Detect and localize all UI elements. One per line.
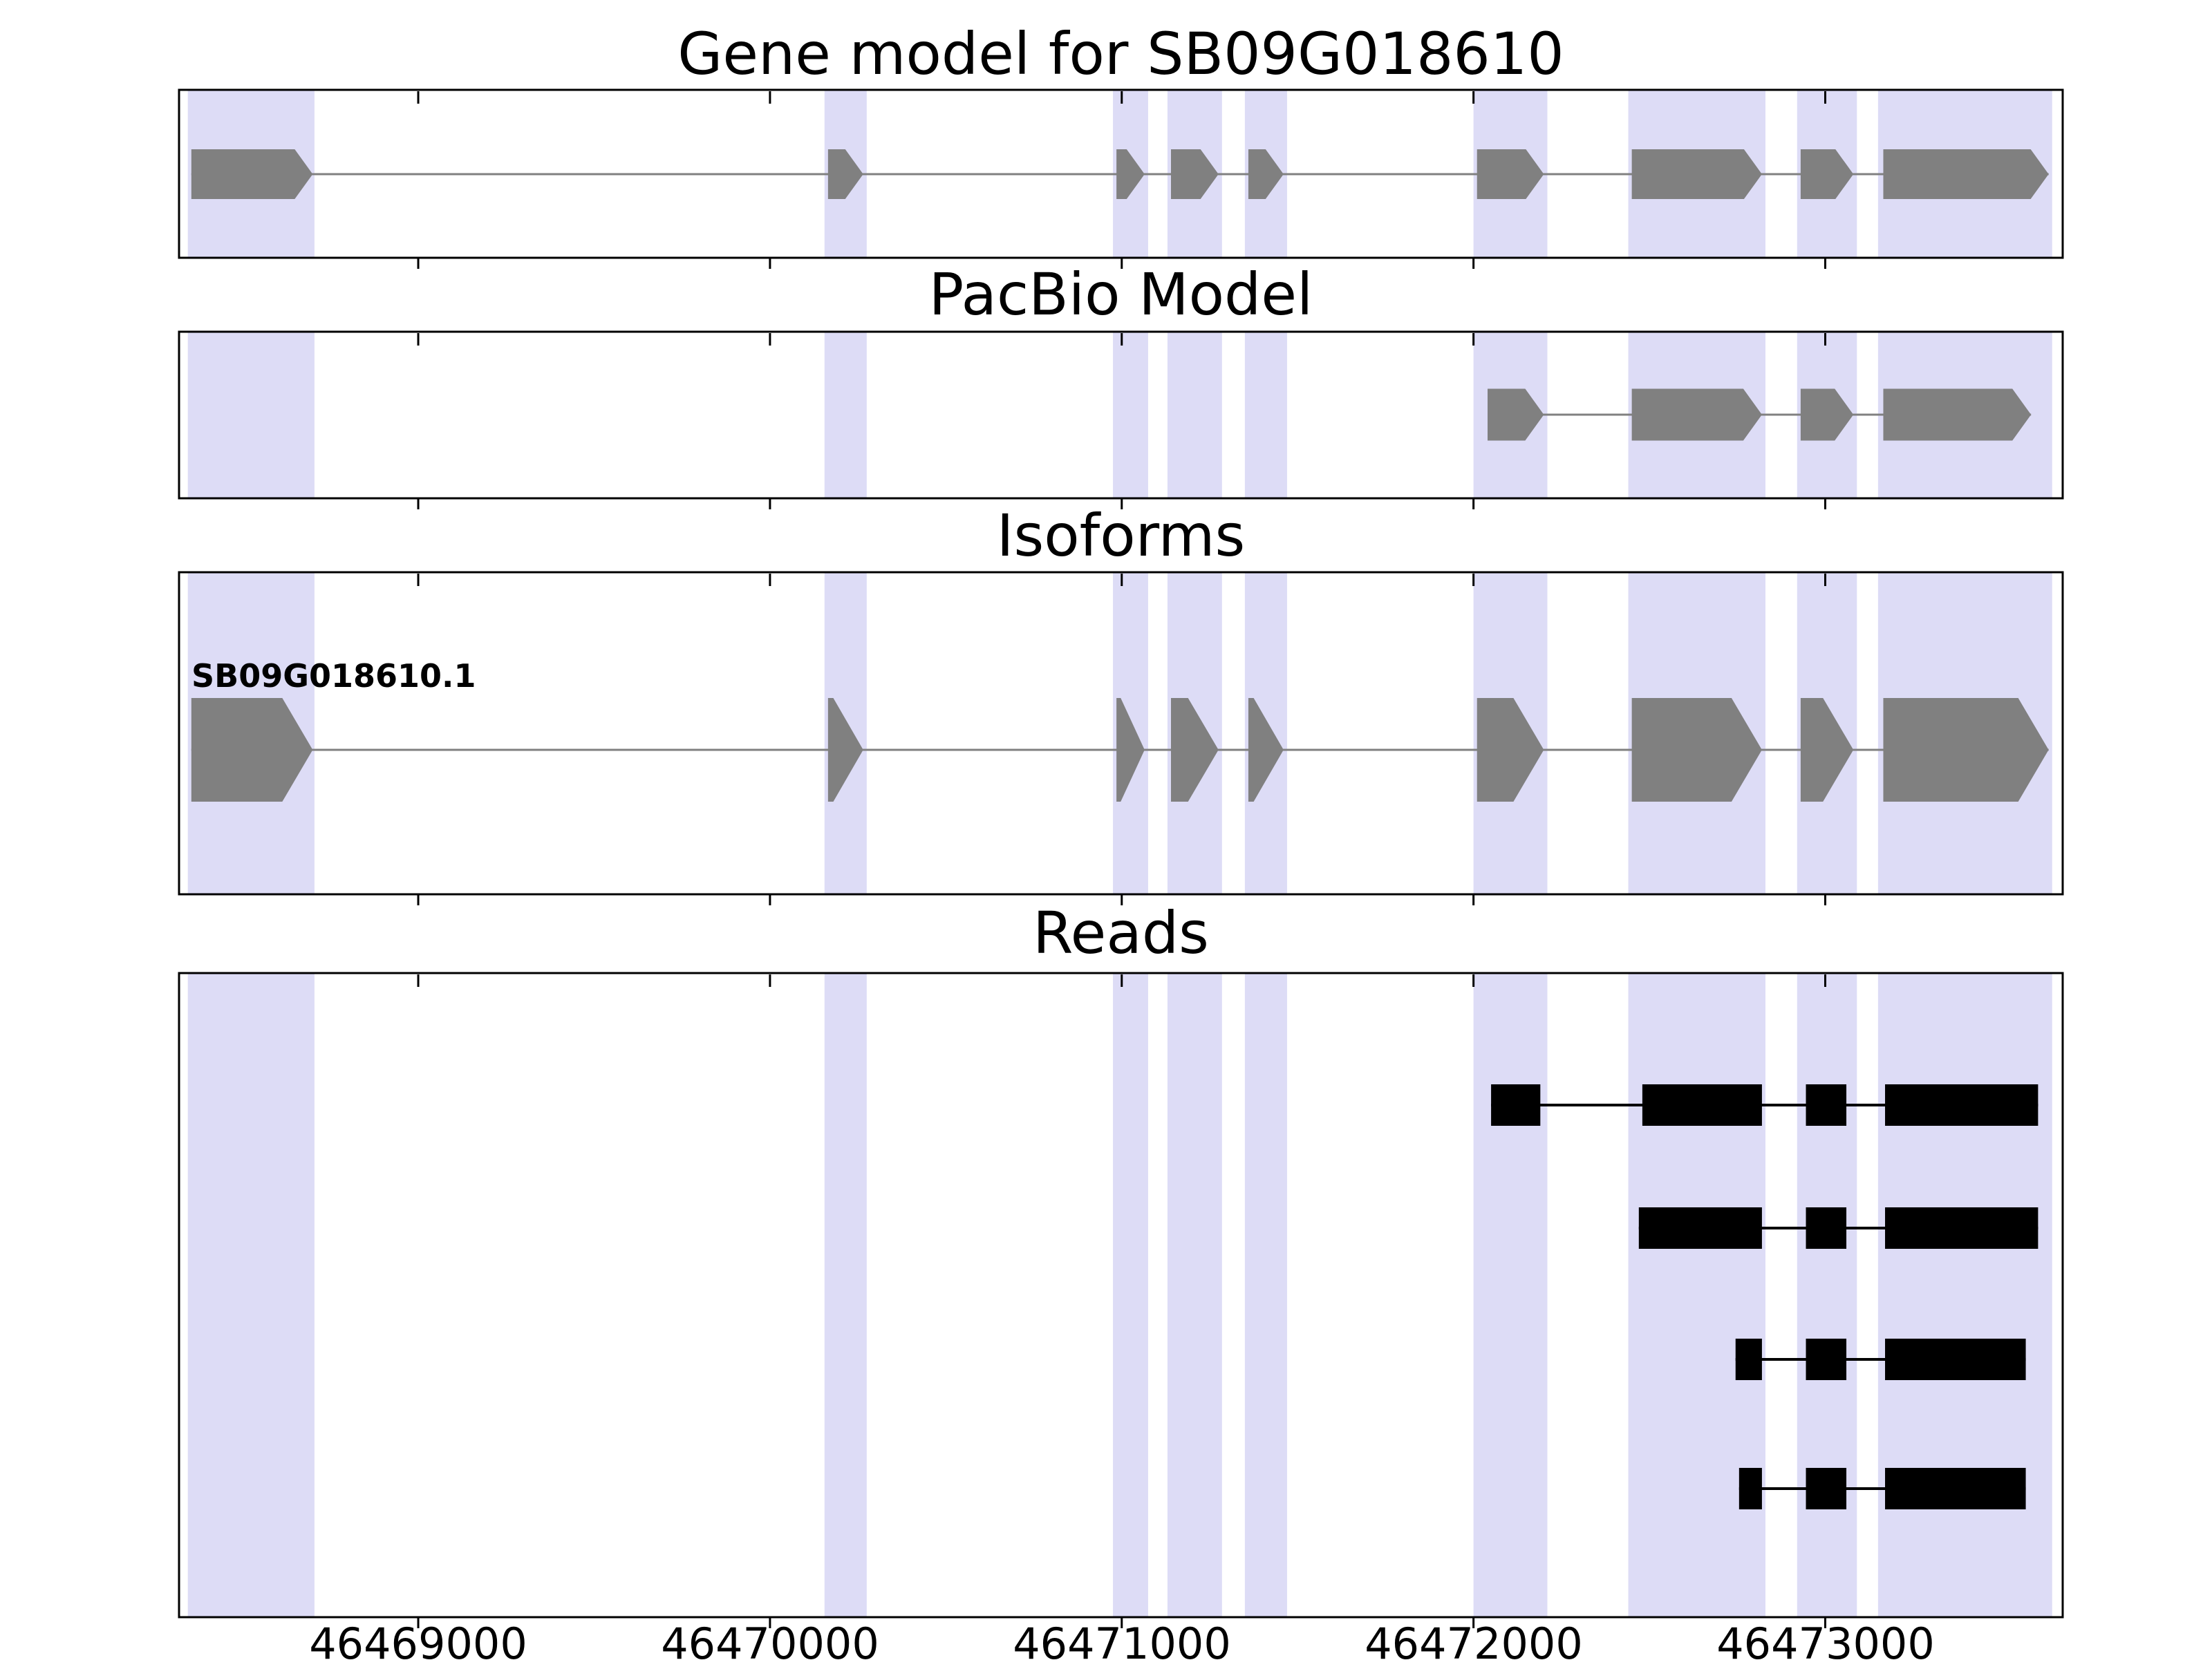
x-tick-label: 46473000 (1716, 1619, 1935, 1669)
highlight-band (1244, 332, 1287, 498)
exon-arrow (1248, 149, 1284, 199)
exon-arrow (1477, 698, 1544, 802)
exon-arrow (1800, 149, 1854, 199)
highlight-band (187, 332, 315, 498)
panel-title-pacbio: PacBio Model (928, 261, 1313, 328)
highlight-band (1877, 973, 2052, 1617)
exon-arrow (1487, 388, 1544, 441)
read-exon (1642, 1084, 1762, 1126)
read-exon (1491, 1084, 1541, 1126)
x-tick-label: 46470000 (661, 1619, 879, 1669)
panel-title-gene-model: Gene model for SB09G018610 (677, 20, 1564, 88)
exon-arrow (1116, 149, 1145, 199)
read-exon (1885, 1468, 2026, 1509)
panel-border (178, 972, 2064, 1619)
read-exon (1806, 1468, 1847, 1509)
x-tick-label: 46471000 (1013, 1619, 1231, 1669)
exon-arrow (1477, 149, 1544, 199)
read-exon (1806, 1207, 1847, 1249)
panel-border (178, 571, 2064, 896)
exon-arrow (1883, 388, 2032, 441)
highlight-band (1167, 332, 1222, 498)
exon-arrow (1116, 698, 1145, 802)
exon-arrow (191, 698, 313, 802)
panel-title-isoforms: Isoforms (996, 502, 1246, 569)
exon-arrow (1800, 388, 1854, 441)
read-exon (1885, 1207, 2038, 1249)
highlight-band (1113, 973, 1148, 1617)
exon-arrow (1883, 149, 2049, 199)
highlight-band (1167, 973, 1222, 1617)
highlight-band (1244, 973, 1287, 1617)
highlight-band (824, 973, 867, 1617)
read-exon (1806, 1339, 1847, 1380)
highlight-band (1473, 973, 1548, 1617)
exon-arrow (1631, 149, 1762, 199)
exon-arrow (1800, 698, 1854, 802)
exon-arrow (1883, 698, 2049, 802)
highlight-band (1628, 973, 1766, 1617)
exon-arrow (1631, 698, 1762, 802)
read-exon (1885, 1084, 2038, 1126)
x-tick-label: 46472000 (1365, 1619, 1583, 1669)
highlight-band (824, 332, 867, 498)
exon-arrow (191, 149, 313, 199)
panel-border (178, 330, 2064, 500)
exon-arrow (827, 698, 863, 802)
isoform-label: SB09G018610.1 (191, 657, 476, 695)
exon-arrow (1631, 388, 1762, 441)
read-exon (1735, 1339, 1762, 1380)
highlight-band (1797, 973, 1857, 1617)
read-exon (1638, 1207, 1762, 1249)
read-exon (1885, 1339, 2026, 1380)
exon-arrow (827, 149, 863, 199)
exon-arrow (1171, 698, 1219, 802)
exon-arrow (1248, 698, 1284, 802)
highlight-band (187, 973, 315, 1617)
read-exon (1738, 1468, 1762, 1509)
panel-border (178, 88, 2064, 259)
exon-arrow (1171, 149, 1219, 199)
x-tick-label: 46469000 (309, 1619, 527, 1669)
panel-title-reads: Reads (1033, 899, 1209, 967)
highlight-band (1113, 332, 1148, 498)
read-exon (1806, 1084, 1847, 1126)
